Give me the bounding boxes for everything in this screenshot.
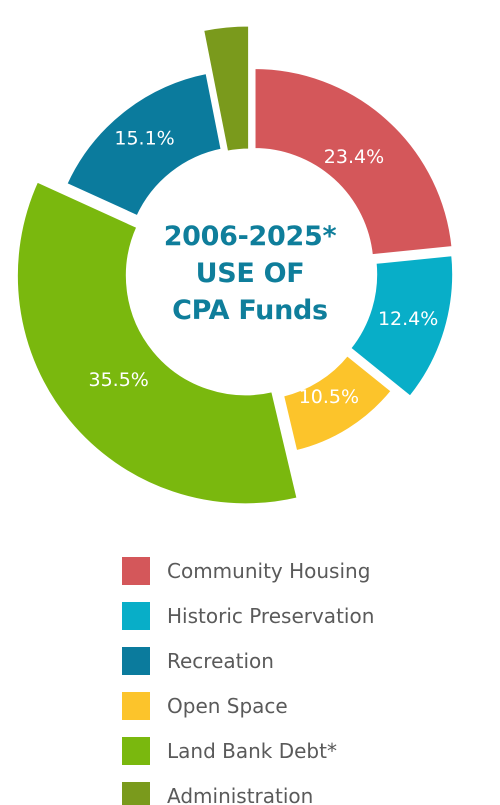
slice-label-open-space: 10.5% [299,386,359,408]
center-title-line-1: 2006-2025* [163,221,337,252]
legend-label-community-housing: Community Housing [167,558,371,583]
center-title-line-2: USE OF [195,258,305,289]
legend-swatch-land-bank-debt [122,736,150,765]
legend-label-open-space: Open Space [167,693,288,718]
slice-label-community-housing: 23.4% [324,146,384,168]
legend-swatch-open-space [122,691,150,720]
legend-item-administration: Administration [122,773,452,805]
legend-item-community-housing: Community Housing [122,548,452,593]
legend-swatch-administration [122,781,150,805]
slice-open-space [280,352,395,454]
slice-historic-preservation [347,252,456,400]
legend-item-historic-preservation: Historic Preservation [122,593,452,638]
legend-swatch-community-housing [122,556,150,585]
legend-label-administration: Administration [167,783,314,805]
legend-label-land-bank-debt: Land Bank Debt* [167,738,337,763]
slice-community-housing [252,66,455,258]
slice-label-recreation: 15.1% [114,128,174,150]
chart-legend: Community Housing Historic Preservation … [122,548,452,805]
slice-label-administration: 3.1% [200,0,248,16]
slice-label-land-bank-debt: 35.5% [88,369,148,391]
slice-administration [200,23,252,155]
center-title-line-3: CPA Funds [172,295,328,326]
legend-item-recreation: Recreation [122,638,452,683]
legend-swatch-recreation [122,646,150,675]
legend-label-recreation: Recreation [167,648,274,673]
chart-center-title: 2006-2025* USE OF CPA Funds [150,218,350,329]
slice-label-historic-preservation: 12.4% [378,308,438,330]
legend-item-land-bank-debt: Land Bank Debt* [122,728,452,773]
donut-chart: 23.4% 12.4% 10.5% 35.5% 15.1% 3.1% [14,0,456,507]
legend-item-open-space: Open Space [122,683,452,728]
slice-land-bank-debt [14,178,300,507]
legend-swatch-historic-preservation [122,601,150,630]
legend-label-historic-preservation: Historic Preservation [167,603,375,628]
slice-recreation [63,70,224,219]
